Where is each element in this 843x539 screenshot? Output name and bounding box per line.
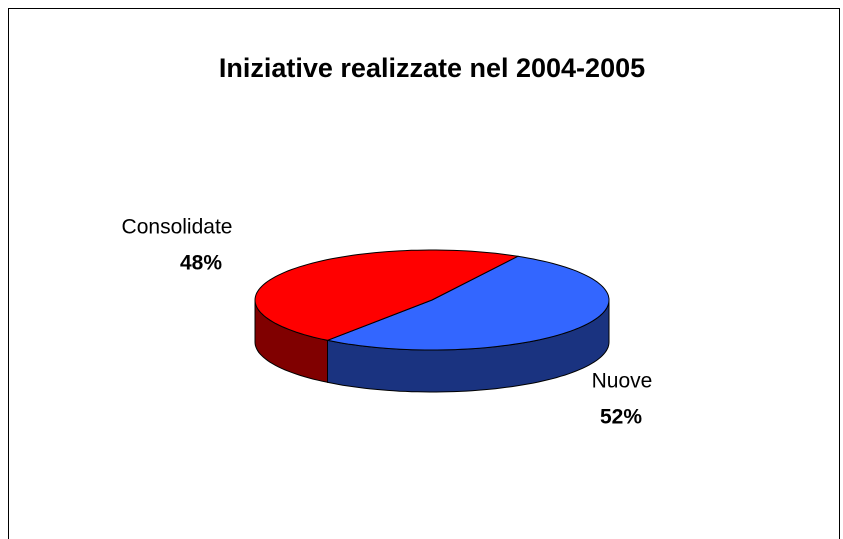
slice-value-label: 52%: [600, 406, 642, 429]
slice-label: Nuove: [592, 370, 653, 393]
chart-title: Iniziative realizzate nel 2004-2005: [219, 53, 645, 83]
slice-label: Consolidate: [122, 216, 233, 239]
slice: [325, 255, 610, 351]
slice: [254, 249, 520, 341]
slice-value-label: 48%: [180, 252, 222, 275]
chart-border: [8, 8, 840, 539]
